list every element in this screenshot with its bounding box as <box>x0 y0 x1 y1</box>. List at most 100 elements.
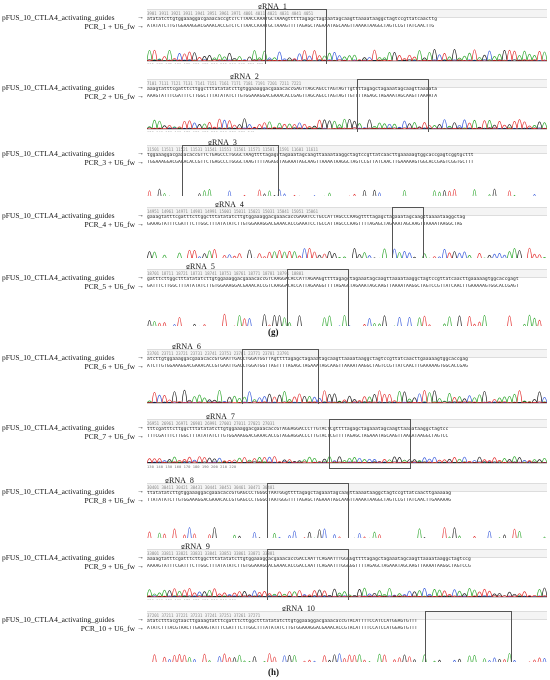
trace-line <box>147 587 547 597</box>
arrow-icon: → <box>137 624 144 632</box>
arrow-icon: → <box>137 496 144 504</box>
reference-sequence: ttatatatcttgtggaaaggacgaaacaccGTGAGCCCTG… <box>147 491 452 496</box>
alignment-view: 11501 11511 11521 11531 11541 11551 1156… <box>147 145 547 196</box>
read-sequence: ATCTTGTGGAAAGGACGAAACACCGTGAATTGACCTGGAT… <box>147 364 468 369</box>
trace-line <box>147 391 547 403</box>
reference-sequence: aaagtatttcgatttcttggctttatatatcttgtggaaa… <box>147 87 438 92</box>
reference-label: pFUS_10_CTLA4_activating_guides <box>2 423 115 432</box>
reference-label: pFUS_10_CTLA4_activating_guides <box>2 211 115 220</box>
read-label: PCR_4 + U6_fw <box>84 220 136 229</box>
grna-highlight-box <box>392 207 424 258</box>
reference-sequence: gaaagtatttcgatttcttggctttatatatcttgtggaa… <box>147 215 466 220</box>
read-sequence: TTTCGATTTCTTGGCTTTATATATCTTGTGGAAAGGACGA… <box>147 434 449 439</box>
alignment-view: 14951 14961 14971 14981 14991 15001 1501… <box>147 207 547 258</box>
position-ruler: 7101 7111 7121 7131 7141 7151 7161 7171 … <box>147 79 547 88</box>
arrow-icon: → <box>137 362 144 370</box>
alignment-view: 30401 30411 30421 30431 30441 30451 3046… <box>147 483 547 538</box>
grna-highlight-box <box>287 269 349 326</box>
trace-axis: 160 170 180 190 200 210 220 230 240 250 … <box>147 403 547 404</box>
reference-label: pFUS_10_CTLA4_activating_guides <box>2 149 115 158</box>
reference-sequence: tttcgatttcttggctttatatatcttgtggaaaggacga… <box>147 427 449 432</box>
grna-highlight-box <box>242 349 319 404</box>
read-sequence: GAAAGTATTTCGATTTCTTGGCTTTATATATCTTGTGGAA… <box>147 222 463 227</box>
trace-axis: 130 140 150 160 170 180 190 200 210 220 <box>147 597 547 600</box>
position-ruler: 23701 23711 23721 23731 23741 23751 2376… <box>147 349 547 358</box>
chromatogram-trace <box>147 247 546 258</box>
trace-axis: 130 140 150 160 170 180 190 200 210 220 … <box>147 129 547 132</box>
reference-sequence: atatatcttgtggaaaggacgaaacaccgtcTCTTAACCA… <box>147 17 438 22</box>
read-label: PCR_8 + U6_fw <box>84 496 136 505</box>
chromatogram-panel: gRNA_1 pFUS_10_CTLA4_activating_guides → PC… <box>0 2 550 64</box>
trace-line <box>147 456 547 463</box>
reference-label: pFUS_10_CTLA4_activating_guides <box>2 353 115 362</box>
arrow-icon: → <box>137 158 144 166</box>
trace-line <box>147 49 547 61</box>
arrow-icon: → <box>137 423 144 431</box>
grna-title: gRNA_8 <box>165 476 194 485</box>
arrow-icon: → <box>137 220 144 228</box>
grna-highlight-box <box>267 549 349 600</box>
chromatogram-panel: gRNA_3 pFUS_10_CTLA4_activating_guides → PC… <box>0 138 550 196</box>
trace-line <box>152 248 546 258</box>
chromatogram-panel: gRNA_5 pFUS_10_CTLA4_activating_guides → PC… <box>0 262 550 326</box>
read-sequence: AAAAGTATTTCGATTTCTTGGCTTTATATATCTTGTGGAA… <box>147 564 471 569</box>
read-sequence: AAAGTATTTCGATTTCTTGGCTTTATATATCTTGTGGAAA… <box>147 94 438 99</box>
chromatogram-trace <box>147 49 547 61</box>
position-ruler: 3901 3911 3921 3931 3941 3951 3961 3971 … <box>147 9 547 18</box>
grna-title: gRNA_4 <box>215 200 244 209</box>
trace-line <box>147 456 547 463</box>
chromatogram-panel: gRNA_9 pFUS_10_CTLA4_activating_guides → PC… <box>0 542 550 600</box>
alignment-view: 37201 37211 37221 37231 37241 37251 3726… <box>147 611 547 662</box>
reference-label: pFUS_10_CTLA4_activating_guides <box>2 83 115 92</box>
trace-line <box>212 527 507 538</box>
alignment-view: 26951 26961 26971 26981 26991 27001 2701… <box>147 419 547 472</box>
reference-label: pFUS_10_CTLA4_activating_guides <box>2 13 115 22</box>
arrow-icon: → <box>137 615 144 623</box>
grna-title: gRNA_9 <box>181 542 210 551</box>
chromatogram-trace <box>147 118 547 129</box>
arrow-icon: → <box>137 211 144 219</box>
arrow-icon: → <box>137 282 144 290</box>
read-label: PCR_10 + U6_fw <box>80 624 135 633</box>
chromatogram-trace <box>147 456 547 463</box>
position-ruler: 11501 11511 11521 11531 11541 11551 1156… <box>147 145 547 154</box>
arrow-icon: → <box>137 92 144 100</box>
alignment-view: 23701 23711 23721 23731 23741 23751 2376… <box>147 349 547 404</box>
trace-line <box>147 588 547 597</box>
reference-sequence: aaaagtatttcgatttcttggctttatatatcttgtggaa… <box>147 557 471 562</box>
trace-line <box>147 118 547 129</box>
caption-g: (g) <box>268 327 279 337</box>
position-ruler: 14951 14961 14971 14981 14991 15001 1501… <box>147 207 547 216</box>
read-label: PCR_7 + U6_fw <box>84 432 136 441</box>
grna-title: gRNA_6 <box>172 342 201 351</box>
reference-sequence: tggaaaggacgaaacaccGTTCTGAGCCCTGGGCTAAgtt… <box>147 153 474 158</box>
chromatogram-panel: gRNA_8 pFUS_10_CTLA4_activating_guides → PC… <box>0 476 550 538</box>
chromatogram-panel: gRNA_4 pFUS_10_CTLA4_activating_guides → PC… <box>0 200 550 258</box>
chromatogram-panel: gRNA_6 pFUS_10_CTLA4_activating_guides → PC… <box>0 342 550 404</box>
trace-line <box>147 389 547 403</box>
arrow-icon: → <box>137 13 144 21</box>
trace-line <box>147 49 547 61</box>
grna-title: gRNA_2 <box>230 72 259 81</box>
chromatogram-panel: gRNA_10 pFUS_10_CTLA4_activating_guides → P… <box>0 604 550 662</box>
trace-line <box>147 248 522 258</box>
read-label: PCR_3 + U6_fw <box>84 158 136 167</box>
read-label: PCR_6 + U6_fw <box>84 362 136 371</box>
read-sequence: GATTTCTTGGCTTTATATATCTTGTGGAAAGGACGAAACA… <box>147 284 519 289</box>
reference-sequence: atcttgtggaaaggacgaaacaccGTGAATTGACCTGGAT… <box>147 357 468 362</box>
read-label: PCR_5 + U6_fw <box>84 282 136 291</box>
chromatogram-panel: gRNA_2 pFUS_10_CTLA4_activating_guides → PC… <box>0 72 550 132</box>
trace-line <box>157 313 542 326</box>
grna-title: gRNA_3 <box>208 138 237 147</box>
grna-highlight-box <box>265 9 327 64</box>
trace-line <box>147 390 547 403</box>
reference-label: pFUS_10_CTLA4_activating_guides <box>2 553 115 562</box>
chromatogram-trace <box>147 313 542 326</box>
arrow-icon: → <box>137 273 144 281</box>
read-label: PCR_2 + U6_fw <box>84 92 136 101</box>
trace-axis: 165 170 175 180 185 190 195 200 205 210 … <box>147 61 547 64</box>
arrow-icon: → <box>137 487 144 495</box>
reference-sequence: atatctttacgtaacttgaaagtatttcgatttcttggct… <box>147 619 418 624</box>
alignment-view: 33801 33811 33821 33831 33841 33851 3386… <box>147 549 547 600</box>
arrow-icon: → <box>137 353 144 361</box>
